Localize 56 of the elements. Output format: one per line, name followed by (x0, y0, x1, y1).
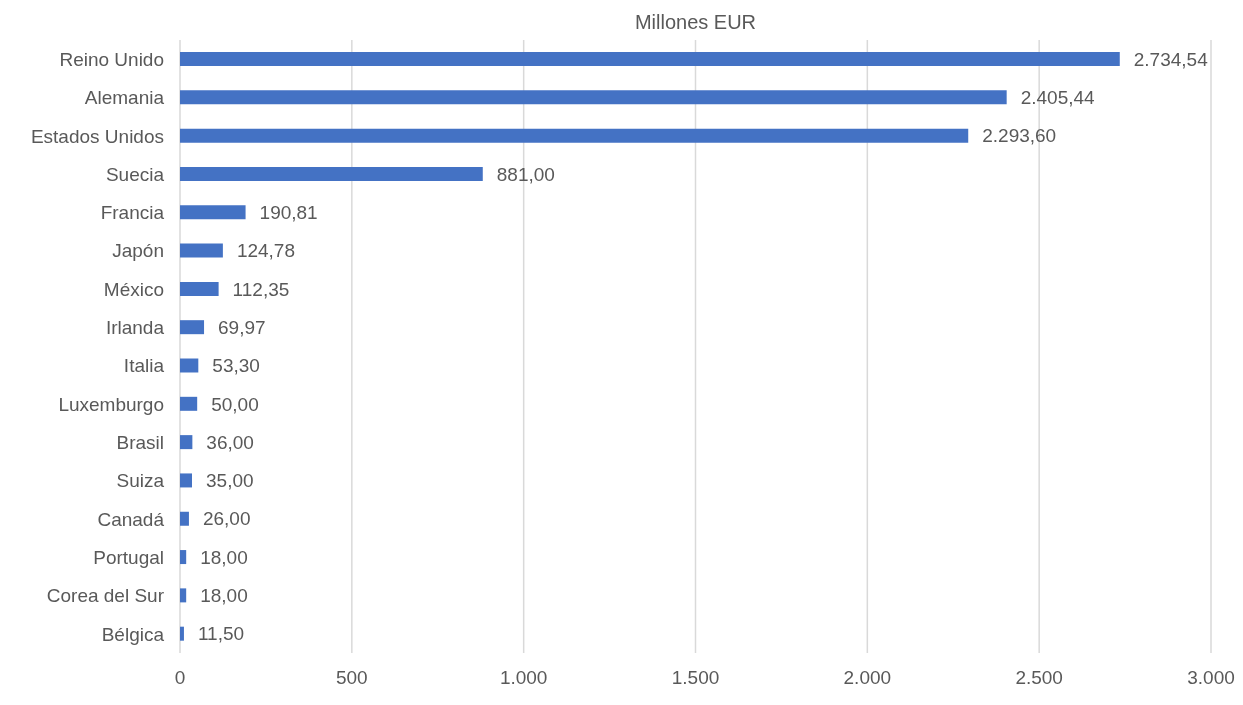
data-label: 69,97 (218, 316, 266, 338)
y-tick-label: Estados Unidos (30, 125, 164, 147)
bar (180, 626, 184, 641)
data-label: 2.293,60 (982, 125, 1057, 147)
bar (180, 511, 189, 526)
chart-title: Millones EUR (633, 10, 758, 35)
y-tick-label: Japón (112, 240, 164, 262)
bar (180, 281, 219, 296)
y-tick-label: Irlanda (105, 317, 165, 339)
data-label: 190,81 (259, 201, 318, 223)
x-tick-label: 0 (174, 667, 186, 689)
x-tick-label: 500 (335, 667, 368, 689)
bar (180, 166, 483, 181)
data-label: 112,35 (232, 278, 290, 300)
x-tick-label: 3.000 (1187, 667, 1235, 689)
y-tick-label: Italia (123, 355, 165, 377)
y-tick-label: Portugal (93, 546, 164, 568)
bar (180, 550, 187, 565)
y-tick-label: Reino Unido (59, 48, 164, 70)
bar (180, 205, 246, 220)
data-label: 11,50 (197, 623, 245, 645)
data-label: 2.405,44 (1020, 87, 1096, 109)
data-label: 18,00 (200, 585, 248, 607)
x-tick-label: 1.500 (671, 667, 720, 689)
y-tick-label: Luxemburgo (58, 393, 164, 415)
data-label: 881,00 (496, 163, 555, 185)
y-tick-label: Brasil (116, 432, 164, 454)
data-label: 53,30 (212, 355, 260, 377)
bar (180, 52, 1120, 66)
bar (180, 90, 1007, 105)
data-label: 18,00 (200, 546, 248, 568)
bar (180, 358, 199, 373)
data-label: 124,78 (236, 240, 296, 262)
bar (180, 320, 205, 335)
y-tick-label: Canadá (97, 508, 165, 530)
x-tick-label: 1.000 (499, 667, 548, 689)
y-tick-label: México (103, 278, 164, 300)
x-tick-label: 2.000 (843, 667, 892, 689)
bar (180, 588, 187, 603)
bar (180, 473, 193, 488)
x-tick-label: 2.500 (1015, 667, 1063, 689)
y-tick-label: Suiza (116, 470, 165, 492)
y-tick-label: Bélgica (101, 623, 165, 645)
y-tick-label: Alemania (84, 87, 165, 109)
bar (180, 243, 223, 258)
data-label: 2.734,54 (1133, 48, 1209, 70)
y-tick-label: Francia (100, 202, 165, 224)
bar (180, 128, 969, 143)
bar (180, 396, 198, 411)
y-tick-label: Suecia (105, 163, 165, 185)
bar (180, 435, 193, 450)
data-label: 26,00 (202, 508, 251, 530)
data-label: 36,00 (206, 431, 254, 453)
y-tick-label: Corea del Sur (46, 585, 165, 607)
data-label: 50,00 (211, 393, 259, 415)
data-label: 35,00 (206, 470, 254, 492)
